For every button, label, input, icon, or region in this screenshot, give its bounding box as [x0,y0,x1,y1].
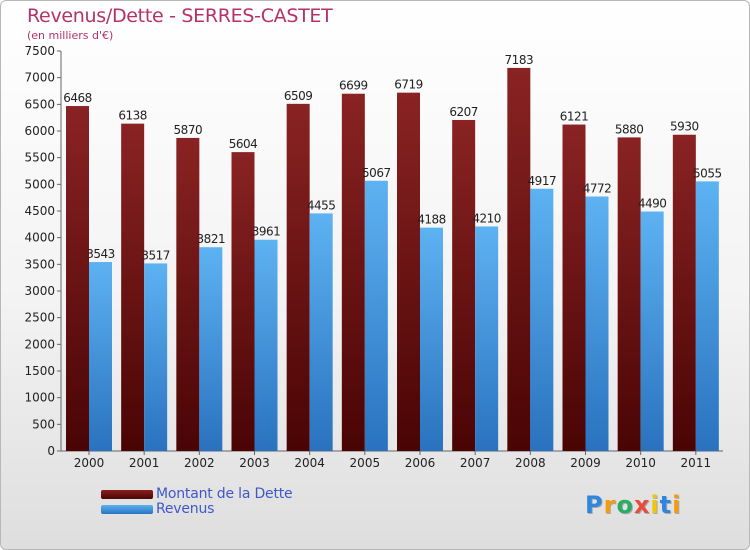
y-tick-label: 1500 [24,364,55,378]
bar-revenus [89,262,112,451]
data-label-dette: 5604 [229,137,258,151]
data-label-dette: 6509 [284,89,313,103]
proxiti-logo: Proxiti [585,491,681,519]
bar-revenus [254,239,278,451]
data-label-dette: 6207 [449,105,478,119]
y-tick-label: 0 [47,444,55,458]
legend-swatch-dette [101,490,153,499]
bar-revenus [695,181,719,451]
data-label-dette: 5880 [615,122,644,136]
data-label-revenus: 4455 [307,198,336,212]
data-label-revenus: 4188 [417,213,446,227]
x-tick-label: 2002 [184,456,215,470]
bar-dette [66,106,89,451]
legend-label-dette: Montant de la Dette [156,486,293,502]
bar-revenus [530,188,554,451]
legend-label-revenus: Revenus [156,501,215,517]
chart-title: Revenus/Dette - SERRES-CASTET [27,5,333,27]
legend-swatch-revenus [101,505,153,514]
data-label-revenus: 3821 [197,232,226,246]
data-label-dette: 5930 [670,120,699,134]
y-tick-label: 3500 [24,257,55,271]
bar-dette [562,124,586,452]
bar-revenus [144,263,168,451]
bar-dette [286,103,310,451]
data-label-dette: 6121 [560,110,589,124]
bar-dette [617,137,641,451]
x-tick-label: 2005 [350,456,381,470]
y-tick-label: 4500 [24,204,55,218]
bar-revenus [364,180,388,451]
y-tick-label: 6000 [24,124,55,138]
x-tick-label: 2011 [681,456,712,470]
bar-revenus [475,226,499,451]
data-label-revenus: 4772 [583,181,612,195]
data-label-dette: 6719 [394,78,423,92]
bar-dette [341,93,365,451]
chart-subtitle: (en milliers d'€) [27,29,114,42]
bar-dette [121,123,145,451]
x-tick-label: 2003 [239,456,270,470]
logo-letter: i [672,491,682,519]
data-label-dette: 7183 [505,53,534,67]
data-label-revenus: 5055 [693,166,722,180]
x-tick-label: 2007 [460,456,491,470]
bar-revenus [420,227,443,451]
data-label-revenus: 3543 [86,247,115,261]
bar-revenus [585,196,609,451]
x-tick-label: 2008 [515,456,546,470]
data-label-revenus: 4917 [528,174,557,188]
data-label-revenus: 4490 [638,197,667,211]
x-tick-label: 2004 [294,456,325,470]
x-tick-label: 2009 [570,456,601,470]
bar-revenus [640,211,664,451]
y-tick-label: 2500 [24,311,55,325]
y-tick-label: 5500 [24,151,55,165]
y-tick-label: 5000 [24,177,55,191]
data-label-revenus: 5067 [362,166,391,180]
logo-letter: t [659,491,673,519]
data-label-revenus: 4210 [472,211,501,225]
logo-letter: i [650,491,660,519]
bar-dette [507,67,531,451]
bar-dette [672,134,696,451]
x-tick-label: 2000 [74,456,105,470]
data-label-dette: 6468 [63,91,92,105]
y-tick-label: 4000 [24,231,55,245]
y-tick-label: 1000 [24,391,55,405]
bar-dette [397,92,420,452]
bar-dette [231,152,255,451]
x-tick-label: 2001 [129,456,160,470]
data-label-dette: 5870 [174,123,203,137]
data-label-revenus: 3517 [141,248,170,262]
y-tick-label: 6500 [24,97,55,111]
x-tick-label: 2010 [625,456,656,470]
data-label-dette: 6699 [339,79,368,93]
data-label-dette: 6138 [118,109,147,123]
logo-letter: P [585,491,604,519]
logo-letter: r [603,491,617,519]
x-tick-label: 2006 [405,456,436,470]
data-label-revenus: 3961 [252,225,281,239]
logo-letter: o [616,491,634,519]
y-tick-label: 500 [32,417,55,431]
bar-dette [452,119,476,452]
logo-letter: x [633,491,651,519]
bar-revenus [309,213,333,451]
bar-dette [176,137,200,451]
bar-revenus [199,247,223,451]
y-tick-label: 7500 [24,44,55,58]
y-tick-label: 2000 [24,337,55,351]
y-tick-label: 3000 [24,284,55,298]
y-tick-label: 7000 [24,71,55,85]
